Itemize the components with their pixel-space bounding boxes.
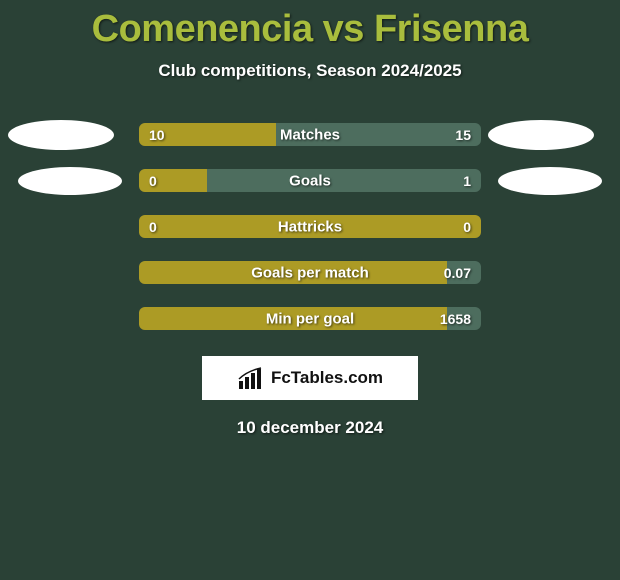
stat-value-left: 10 <box>149 127 165 143</box>
stat-row: Min per goal 1658 <box>0 307 620 330</box>
stat-value-left: 0 <box>149 173 157 189</box>
stat-rows: Matches 10 15 Goals 0 1 Hattricks 0 0 Goals per m… <box>0 123 620 330</box>
stat-value-right: 0.07 <box>444 265 471 281</box>
stat-label: Goals <box>289 172 331 189</box>
stat-value-right: 1658 <box>440 311 471 327</box>
stat-value-left: 0 <box>149 219 157 235</box>
stat-value-right: 15 <box>455 127 471 143</box>
stat-label: Matches <box>280 126 340 143</box>
stat-value-right: 0 <box>463 219 471 235</box>
stat-bar: Goals per match 0.07 <box>139 261 481 284</box>
stat-bar: Matches 10 15 <box>139 123 481 146</box>
stat-bar: Hattricks 0 0 <box>139 215 481 238</box>
bar-chart-icon <box>237 367 265 389</box>
comparison-subtitle: Club competitions, Season 2024/2025 <box>0 61 620 81</box>
bar-segment-right <box>207 169 481 192</box>
stat-label: Min per goal <box>266 310 354 327</box>
stat-bar: Min per goal 1658 <box>139 307 481 330</box>
stat-row: Hattricks 0 0 <box>0 215 620 238</box>
stat-row: Matches 10 15 <box>0 123 620 146</box>
player-oval <box>488 120 594 150</box>
snapshot-date: 10 december 2024 <box>0 418 620 438</box>
player-oval <box>18 167 122 195</box>
comparison-title: Comenencia vs Frisenna <box>0 0 620 51</box>
logo-text: FcTables.com <box>271 368 383 388</box>
fctables-logo: FcTables.com <box>202 356 418 400</box>
stat-value-right: 1 <box>463 173 471 189</box>
stat-label: Goals per match <box>251 264 369 281</box>
stat-bar: Goals 0 1 <box>139 169 481 192</box>
player-oval <box>498 167 602 195</box>
stat-label: Hattricks <box>278 218 342 235</box>
player-oval <box>8 120 114 150</box>
stat-row: Goals 0 1 <box>0 169 620 192</box>
stat-row: Goals per match 0.07 <box>0 261 620 284</box>
